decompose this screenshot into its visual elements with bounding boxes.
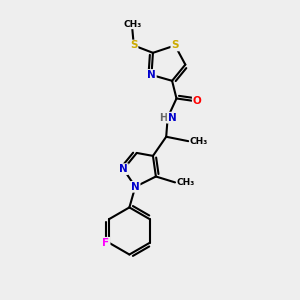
Text: F: F <box>103 238 110 248</box>
Text: O: O <box>193 96 202 106</box>
Text: CH₃: CH₃ <box>123 20 142 29</box>
Text: CH₃: CH₃ <box>176 178 195 187</box>
Text: H: H <box>159 112 167 123</box>
Text: S: S <box>171 40 179 50</box>
Text: N: N <box>147 70 156 80</box>
Text: N: N <box>168 112 176 123</box>
Text: S: S <box>130 40 138 50</box>
Text: CH₃: CH₃ <box>190 137 208 146</box>
Text: N: N <box>131 182 140 192</box>
Text: N: N <box>119 164 128 174</box>
